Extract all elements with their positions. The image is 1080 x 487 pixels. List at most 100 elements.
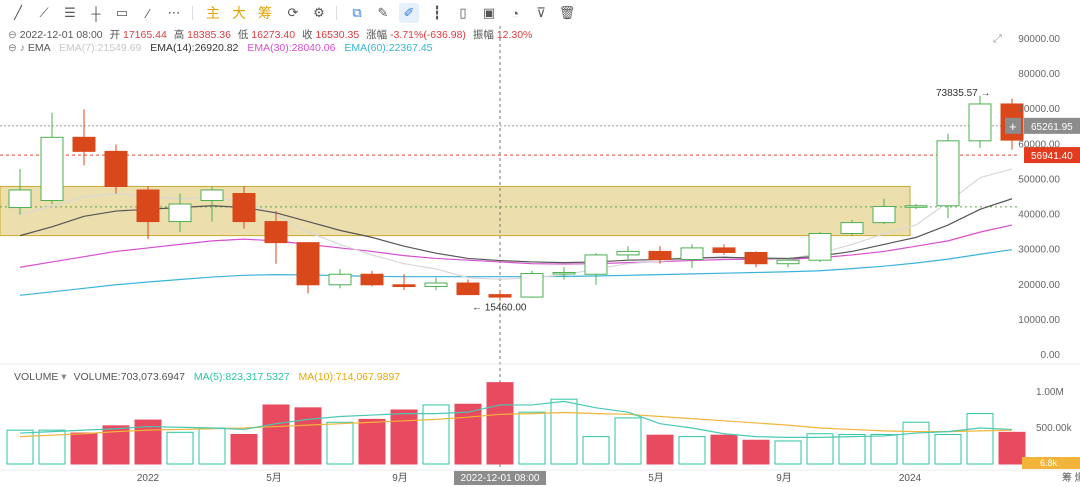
candle-body bbox=[648, 250, 672, 260]
volume-bar bbox=[838, 433, 866, 465]
settings-icon[interactable]: ⚙ bbox=[313, 5, 325, 20]
collapse-icon[interactable]: ⊖ bbox=[8, 29, 17, 41]
screenshot-icon[interactable]: ▣ bbox=[482, 5, 496, 20]
volume-bar bbox=[902, 421, 930, 465]
main-indicator-button[interactable]: 主 bbox=[206, 5, 220, 21]
trash-icon[interactable]: 🗑 bbox=[558, 5, 576, 20]
volume-bar bbox=[390, 409, 418, 465]
candle-body bbox=[776, 259, 800, 265]
candle-body bbox=[616, 250, 640, 256]
drawing-toolbar: ╱ ⟋ ☰ ┼ ▭ ⁄ ⋯ 主 大 筹 ⟳ ⚙ ⧉ ✎ ✐ ┇ ▯ ▣ ◔ ⊽ … bbox=[0, 0, 1080, 26]
shapes-icon[interactable]: ▯ bbox=[459, 5, 467, 20]
candle-body bbox=[968, 103, 992, 142]
price-axis-tick: 50000.00 bbox=[1018, 174, 1060, 185]
volume-bar bbox=[998, 431, 1026, 465]
ohlc-header: ⊖ 2022-12-01 08:00 开 17165.44 高 18385.36… bbox=[8, 27, 532, 42]
low-annotation: ← 15460.00 bbox=[472, 303, 527, 314]
candle-body bbox=[168, 203, 192, 223]
volume-bar bbox=[166, 431, 194, 465]
volume-bar bbox=[742, 439, 770, 465]
volume-bar bbox=[326, 421, 354, 465]
candle-body bbox=[264, 221, 288, 244]
ma5-legend: MA(5):823,317.5327 bbox=[193, 371, 290, 383]
price-axis-tick: 70000.00 bbox=[1018, 104, 1060, 115]
high-value: 18385.36 bbox=[187, 29, 231, 41]
ema-label[interactable]: EMA bbox=[27, 42, 51, 54]
high-annotation: 73835.57 → bbox=[936, 88, 991, 99]
volume-bar bbox=[230, 433, 258, 465]
volume-legend: VOLUME ▾ VOLUME:703,073.6947 MA(5):823,3… bbox=[14, 371, 400, 383]
rectangle-icon[interactable]: ▭ bbox=[115, 5, 129, 20]
candle-body bbox=[712, 247, 736, 253]
open-value: 17165.44 bbox=[122, 29, 167, 41]
bell-icon[interactable]: ♪ bbox=[19, 42, 25, 54]
header-date: 2022-12-01 08:00 bbox=[19, 29, 103, 41]
add-tag-bg bbox=[1005, 117, 1021, 134]
copy-icon[interactable]: ⧉ bbox=[352, 5, 362, 20]
ema-collapse-icon[interactable]: ⊖ bbox=[8, 42, 17, 54]
candle-type-icon[interactable]: ┇ bbox=[433, 5, 441, 20]
candle-body bbox=[488, 294, 512, 298]
volume-bar bbox=[422, 404, 450, 465]
candle-body bbox=[8, 189, 32, 209]
candle-body bbox=[552, 271, 576, 275]
level-price-tag: 56941.40 bbox=[1031, 151, 1073, 162]
ema-legend: ⊖ ♪ EMA EMA(7):21549.69 EMA(14):26920.82… bbox=[8, 42, 433, 54]
volume-dropdown-icon[interactable]: ▾ bbox=[61, 371, 67, 383]
plus-icon[interactable]: + bbox=[1009, 119, 1017, 134]
ema14-legend: EMA(14):26920.82 bbox=[150, 42, 239, 54]
candle-body bbox=[520, 273, 544, 298]
candle-body bbox=[200, 189, 224, 202]
price-axis-tick: 30000.00 bbox=[1018, 245, 1060, 256]
sync-icon[interactable]: ⟳ bbox=[287, 5, 299, 20]
amp-label: 振幅 bbox=[472, 29, 494, 41]
price-axis-tick: 20000.00 bbox=[1018, 280, 1060, 291]
ema7-legend: EMA(7):21549.69 bbox=[59, 42, 142, 54]
x-axis-label: 2022 bbox=[137, 473, 160, 484]
volume-bar bbox=[486, 382, 514, 465]
candle-body bbox=[584, 254, 608, 275]
volume-bar bbox=[678, 436, 706, 465]
volume-tag-bg bbox=[1022, 457, 1080, 469]
ema60-legend: EMA(60):22367.45 bbox=[344, 42, 433, 54]
x-axis-label: 2024 bbox=[899, 473, 922, 484]
chips-button[interactable]: 筹 bbox=[258, 5, 272, 21]
filter-icon[interactable]: ⊽ bbox=[536, 5, 546, 20]
price-axis-tick: 60000.00 bbox=[1018, 139, 1060, 150]
trend-line-icon[interactable]: ╱ bbox=[14, 5, 22, 20]
candle-body bbox=[104, 150, 128, 187]
volume-tag: 6.8k bbox=[1040, 458, 1058, 468]
magnet-icon[interactable]: ◔ bbox=[511, 5, 519, 21]
ema30-legend: EMA(30):28040.06 bbox=[247, 42, 336, 54]
volume-bar bbox=[806, 433, 834, 465]
crosshair-date-bg bbox=[454, 471, 546, 485]
volume-bar bbox=[934, 433, 962, 465]
change-value: -3.71%(-636.98) bbox=[390, 29, 466, 41]
high-label: 高 bbox=[173, 29, 185, 41]
brush-icon[interactable]: ⁄ bbox=[146, 5, 150, 21]
horizontal-line-icon[interactable]: ┼ bbox=[91, 5, 101, 21]
current-price-tag: 65261.95 bbox=[1031, 122, 1073, 133]
ruler-icon[interactable]: ✎ bbox=[377, 5, 389, 20]
volume-label[interactable]: VOLUME bbox=[14, 371, 59, 383]
close-label: 收 bbox=[301, 29, 313, 41]
candle-body bbox=[40, 136, 64, 202]
volume-bar bbox=[646, 434, 674, 465]
ma5-line bbox=[19, 400, 1013, 438]
volume-bar bbox=[614, 417, 642, 465]
more-icon[interactable]: ⋯ bbox=[167, 5, 181, 20]
volume-bar bbox=[198, 427, 226, 465]
volume-bar bbox=[966, 413, 994, 465]
ray-icon[interactable]: ⟋ bbox=[39, 5, 49, 20]
ma10-legend: MA(10):714,067.9897 bbox=[298, 371, 401, 383]
expand-icon[interactable]: ⤢ bbox=[993, 33, 1002, 45]
ma10-line bbox=[19, 411, 1013, 438]
pen-icon[interactable]: ✐ bbox=[399, 3, 419, 23]
volume-bar bbox=[870, 433, 898, 465]
close-value: 16530.35 bbox=[315, 29, 360, 41]
big-order-button[interactable]: 大 bbox=[232, 5, 246, 21]
volume-axis-tick: 500.00k bbox=[1036, 423, 1073, 434]
price-axis-tick: 10000.00 bbox=[1018, 315, 1060, 326]
parallel-channel-icon[interactable]: ☰ bbox=[64, 5, 76, 20]
